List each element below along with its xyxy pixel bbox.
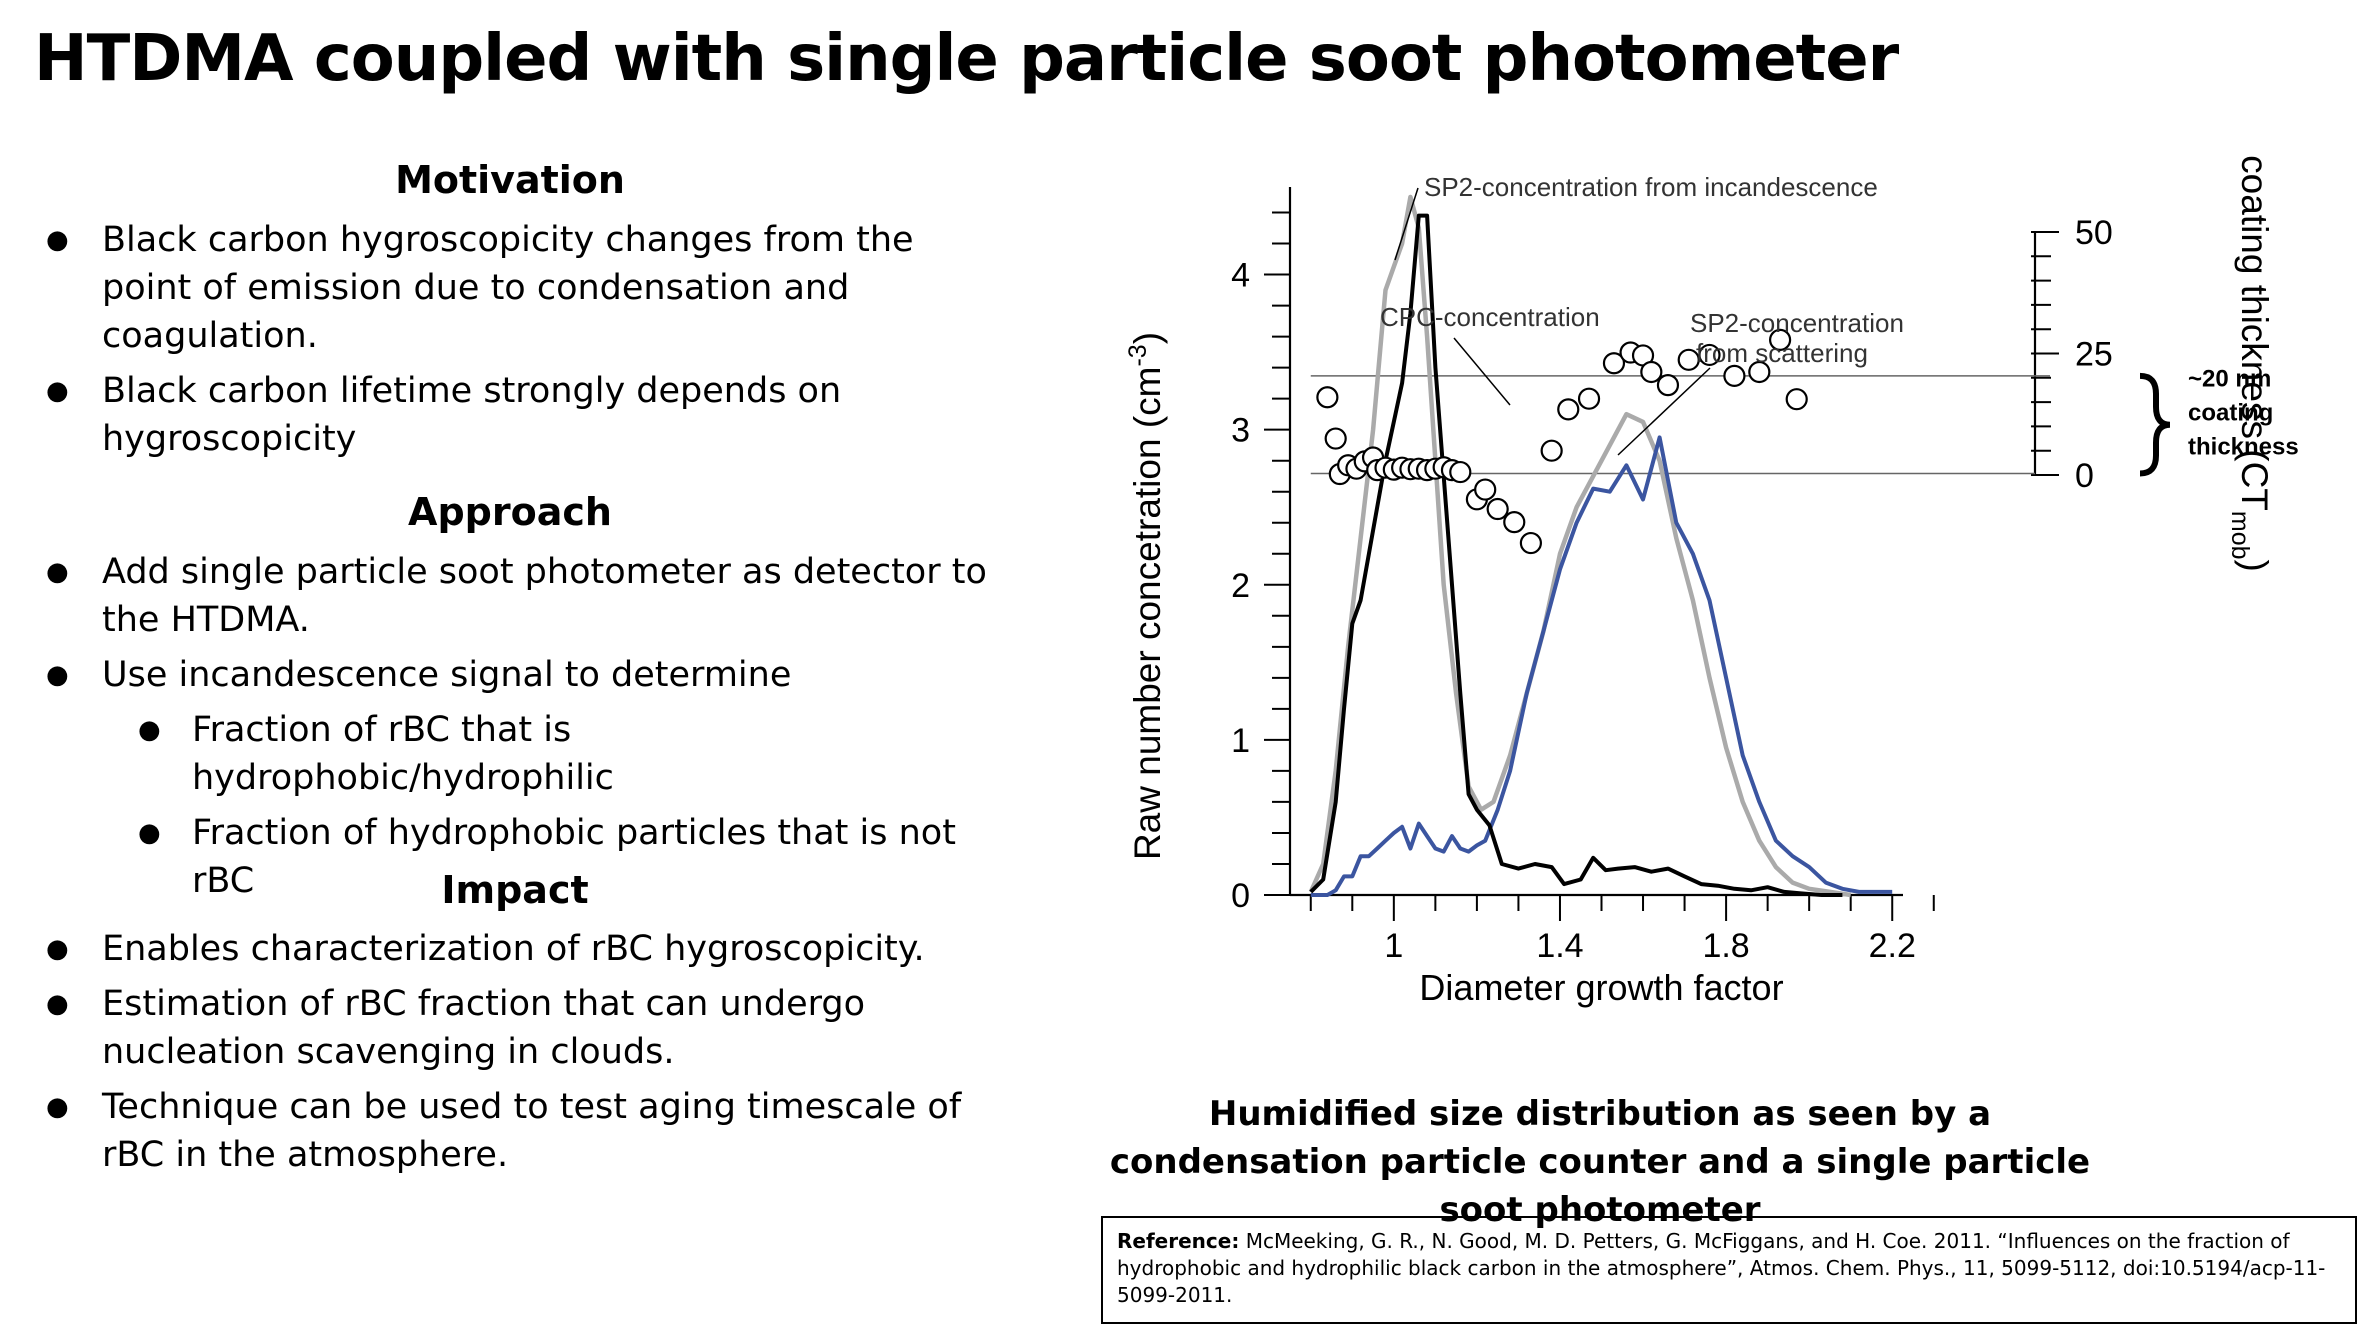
y-axis-label: Raw number concetration (cm-3) xyxy=(1124,332,1168,860)
incandescence-series-line xyxy=(1309,213,1843,897)
coating-point xyxy=(1474,478,1497,501)
x-axis-label: Diameter growth factor xyxy=(1419,967,1783,1008)
y-tick-label: 3 xyxy=(1231,412,1250,450)
approach-list: Add single particle soot photometer as d… xyxy=(40,548,1000,912)
coating-point xyxy=(1557,398,1580,421)
coating-point xyxy=(1698,343,1721,367)
cpc-leader xyxy=(1453,337,1511,406)
scattering-leader xyxy=(1617,367,1711,456)
x-tick-label: 1 xyxy=(1384,927,1403,965)
y-tick-label: 0 xyxy=(1231,877,1250,915)
impact-bullet: Enables characterization of rBC hygrosco… xyxy=(40,925,1000,973)
x-tick-label: 1.4 xyxy=(1536,927,1583,965)
motivation-list: Black carbon hygroscopicity changes from… xyxy=(40,216,1000,470)
coating-point xyxy=(1748,360,1771,384)
coating-annotation: thickness xyxy=(2188,434,2299,461)
coating-point xyxy=(1540,439,1563,462)
y2-tick-label: 25 xyxy=(2075,336,2113,374)
coating-annotation: ~20 nm xyxy=(2188,366,2271,393)
scattering-annotation: SP2-concentration xyxy=(1690,308,1904,338)
slide-title: HTDMA coupled with single particle soot … xyxy=(34,22,1899,96)
y2-axis-label: coating thickness (CTmob) xyxy=(2226,155,2275,572)
growth-factor-chart: 0 1 2 3 4 1 1.4 1.8 2.2 Diameter growth factor Raw… xyxy=(1090,150,2360,1080)
scattering-annotation: from scattering xyxy=(1696,338,1868,368)
impact-heading: Impact xyxy=(441,868,589,912)
scattering-series-line xyxy=(1310,435,1893,897)
x-tick-label: 2.2 xyxy=(1869,927,1916,965)
coating-point xyxy=(1640,360,1663,384)
y-tick-label: 4 xyxy=(1231,257,1250,295)
coating-point xyxy=(1577,387,1601,410)
y2-tick-label: 50 xyxy=(2075,214,2113,252)
coating-point xyxy=(1723,364,1746,387)
cpc-annotation: CPC-concentration xyxy=(1380,302,1600,332)
y-tick-label: 1 xyxy=(1231,722,1250,760)
chart-caption: Humidified size distribution as seen by … xyxy=(1109,1094,2091,1230)
y2-tick-label: 0 xyxy=(2075,457,2094,495)
coating-point xyxy=(1324,427,1347,450)
approach-heading: Approach xyxy=(408,490,612,534)
approach-bullet: Add single particle soot photometer as d… xyxy=(40,548,1000,644)
coating-brace xyxy=(2139,372,2171,477)
coating-point xyxy=(1316,386,1339,409)
incandescence-annotation: SP2-concentration from incandescence xyxy=(1424,172,1878,202)
coating-point xyxy=(1785,388,1808,411)
chart-svg: 0 1 2 3 4 1 1.4 1.8 2.2 Diameter growth factor Raw… xyxy=(1124,155,2299,1008)
coating-point xyxy=(1602,352,1626,375)
approach-subbullet: Fraction of rBC that is hydrophobic/hydr… xyxy=(40,706,1000,802)
coating-point xyxy=(1768,328,1792,351)
approach-subbullet: Fraction of hydrophobic particles that i… xyxy=(40,809,1000,905)
impact-bullet: Technique can be used to test aging time… xyxy=(40,1083,1000,1179)
coating-point xyxy=(1656,373,1680,397)
x-tick-label: 1.8 xyxy=(1702,927,1749,965)
y-tick-label: 2 xyxy=(1231,567,1250,605)
reference-label: Reference: xyxy=(1117,1229,1240,1253)
motivation-heading: Motivation xyxy=(395,158,625,202)
coating-point xyxy=(1503,511,1526,534)
coating-point xyxy=(1677,348,1700,371)
motivation-bullet: Black carbon hygroscopicity changes from… xyxy=(40,216,1000,360)
coating-point xyxy=(1449,460,1472,484)
impact-list: Enables characterization of rBC hygrosco… xyxy=(40,925,1000,1186)
coating-annotation: coating xyxy=(2188,400,2273,427)
incandescence-leader xyxy=(1394,187,1419,261)
impact-bullet: Estimation of rBC fraction that can unde… xyxy=(40,980,1000,1076)
approach-bullet: Use incandescence signal to determine xyxy=(40,651,1000,699)
reference-text: McMeeking, G. R., N. Good, M. D. Petters… xyxy=(1117,1229,2326,1307)
coating-point xyxy=(1519,531,1542,555)
reference-box: Reference: McMeeking, G. R., N. Good, M.… xyxy=(1101,1216,2357,1324)
coating-point xyxy=(1486,497,1509,521)
motivation-bullet: Black carbon lifetime strongly depends o… xyxy=(40,367,1000,463)
